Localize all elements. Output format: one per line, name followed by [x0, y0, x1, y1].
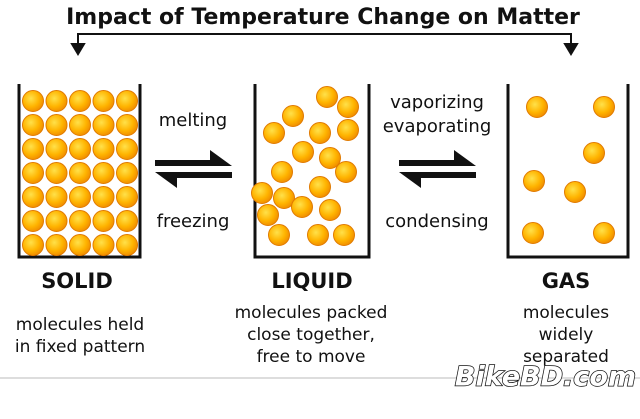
process-label: vaporizing: [390, 92, 484, 113]
state-label: GAS: [542, 269, 591, 293]
molecule: [92, 138, 115, 160]
state-label: LIQUID: [271, 269, 352, 293]
molecule: [593, 96, 615, 118]
molecule: [309, 176, 331, 198]
molecule: [335, 161, 357, 183]
molecule: [69, 186, 91, 208]
molecule: [22, 234, 44, 256]
molecule: [45, 138, 68, 160]
description: close together,: [247, 325, 375, 345]
molecule: [282, 105, 304, 127]
molecule: [22, 114, 44, 136]
molecule: [319, 199, 341, 221]
process-label: condensing: [385, 211, 488, 232]
arrows: [155, 150, 476, 188]
state-label: SOLID: [41, 269, 113, 293]
molecule: [583, 142, 605, 164]
beaker: [253, 84, 371, 259]
description: molecules held: [16, 315, 144, 335]
molecule: [92, 186, 115, 208]
molecules: [22, 86, 615, 256]
description: free to move: [257, 347, 366, 367]
watermark: BikeBD.com: [455, 362, 636, 393]
molecule: [273, 187, 295, 209]
molecule: [45, 162, 68, 184]
molecule: [319, 147, 341, 169]
molecule: [92, 162, 115, 184]
molecule: [45, 234, 68, 256]
process-label: freezing: [157, 211, 230, 232]
molecule: [309, 122, 331, 144]
title: Impact of Temperature Change on Matter: [66, 5, 580, 30]
molecule: [116, 210, 138, 232]
molecule: [522, 222, 544, 244]
molecule: [69, 90, 91, 112]
molecule: [291, 196, 313, 218]
molecule: [69, 234, 91, 256]
molecule: [45, 186, 68, 208]
molecule: [45, 210, 68, 232]
molecule: [69, 114, 91, 136]
description: molecules: [523, 303, 609, 323]
molecule: [316, 86, 338, 108]
description: separated: [523, 347, 609, 367]
molecule: [22, 186, 44, 208]
molecule: [22, 90, 44, 112]
molecule: [116, 114, 138, 136]
molecule: [337, 96, 359, 118]
molecule: [307, 224, 329, 246]
molecule: [116, 162, 138, 184]
molecule: [292, 141, 314, 163]
bracket-arrow: [70, 33, 579, 56]
molecule: [22, 162, 44, 184]
description: molecules packed: [235, 303, 388, 323]
molecule: [333, 224, 355, 246]
molecule: [268, 224, 290, 246]
molecule: [337, 119, 359, 141]
molecule: [69, 162, 91, 184]
molecule: [92, 210, 115, 232]
beaker: [17, 84, 142, 259]
molecule: [69, 138, 91, 160]
molecule: [45, 114, 68, 136]
description: widely: [539, 325, 594, 345]
molecule: [45, 90, 68, 112]
molecule: [92, 90, 115, 112]
molecule: [271, 161, 293, 183]
molecule: [116, 234, 138, 256]
molecule: [116, 90, 138, 112]
molecule: [257, 204, 279, 226]
process-label: melting: [159, 110, 228, 131]
molecule: [263, 122, 285, 144]
molecule: [116, 186, 138, 208]
molecule: [526, 96, 548, 118]
description: in fixed pattern: [15, 337, 145, 357]
molecule: [251, 182, 273, 204]
molecule: [593, 222, 615, 244]
molecule: [22, 138, 44, 160]
molecule: [92, 114, 115, 136]
molecule: [523, 170, 545, 192]
molecule: [116, 138, 138, 160]
molecule: [92, 234, 115, 256]
process-label: evaporating: [383, 116, 492, 137]
molecule: [69, 210, 91, 232]
molecule: [564, 181, 586, 203]
molecule: [22, 210, 44, 232]
beaker: [506, 84, 630, 259]
